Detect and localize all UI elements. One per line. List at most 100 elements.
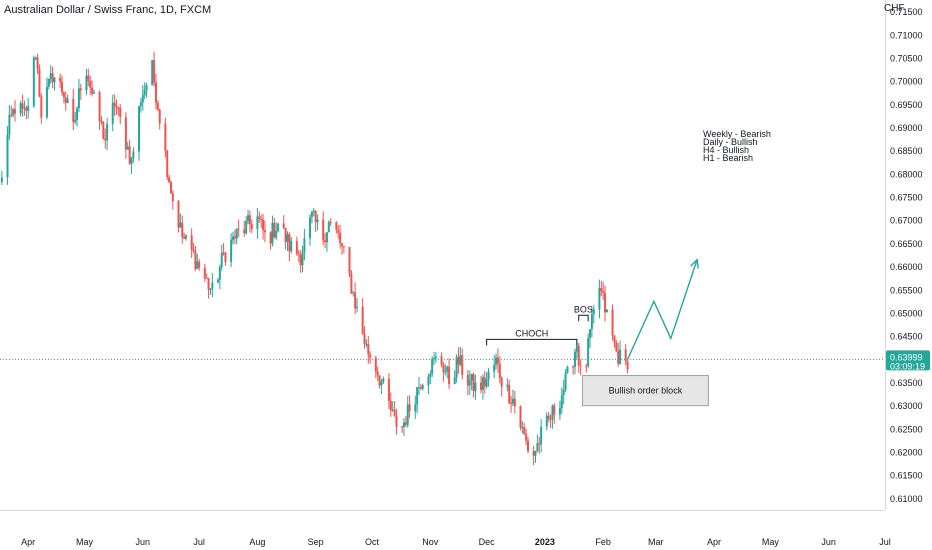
candle-body <box>89 80 92 88</box>
candle-body <box>617 351 620 364</box>
candle-body <box>322 219 325 241</box>
candle-body <box>21 103 24 109</box>
candle-body <box>19 103 22 114</box>
candle-body <box>104 138 107 141</box>
candle-body <box>391 409 394 411</box>
candle-body <box>414 404 417 412</box>
bias-weekly: Weekly - Bearish <box>703 129 771 139</box>
candle-body <box>549 418 552 420</box>
candle-body <box>387 378 390 402</box>
candle-body <box>169 182 172 194</box>
candle-body <box>66 98 69 103</box>
candle-body <box>233 236 236 239</box>
candle-body <box>551 405 554 420</box>
plot-area[interactable]: Bullish order block CHOCH BOS <box>0 51 885 466</box>
candle-body <box>299 254 302 266</box>
candle-body <box>604 293 607 313</box>
candle-body <box>442 364 445 373</box>
candle-body <box>106 123 109 141</box>
order-block-box[interactable] <box>581 375 709 407</box>
candle-body <box>615 342 618 352</box>
candle-body <box>605 309 608 313</box>
candle-body <box>573 351 576 367</box>
candle-body <box>128 146 131 164</box>
candle-body <box>32 57 35 107</box>
candle-body <box>538 443 541 445</box>
candle-body <box>222 252 225 254</box>
candle-body <box>277 223 280 231</box>
y-tick-label: 0.67000 <box>890 216 923 226</box>
candle-body <box>256 216 259 230</box>
candle-body <box>196 261 199 269</box>
candle-body <box>446 366 449 372</box>
candle-body <box>431 358 434 375</box>
x-tick-label: Mar <box>648 537 664 547</box>
candle-body <box>177 201 180 228</box>
candle-body <box>132 151 135 159</box>
candle-body <box>190 235 193 250</box>
candle-body <box>481 377 484 390</box>
y-tick-label: 0.66000 <box>890 262 923 272</box>
y-tick-label: 0.61500 <box>890 471 923 481</box>
candle-body <box>139 102 142 107</box>
candle-body <box>0 177 3 183</box>
bias-h4: H4 - Bullish <box>703 145 750 155</box>
candle-body <box>448 366 451 385</box>
candle-body <box>324 240 327 243</box>
candle-body <box>433 358 436 360</box>
x-tick-label: Sep <box>308 537 324 547</box>
candle-body <box>498 363 501 378</box>
x-tick-label: Apr <box>21 537 35 547</box>
candle-body <box>575 345 578 352</box>
candle-body <box>124 117 127 150</box>
bias-daily: Daily - Bullish <box>703 137 758 147</box>
candle-body <box>301 252 304 266</box>
y-tick-label: 0.71500 <box>890 7 923 17</box>
bos-label: BOS <box>574 304 593 314</box>
projection-path[interactable] <box>626 259 698 360</box>
candle-body <box>340 243 343 247</box>
candle-body <box>297 253 300 255</box>
candle-body <box>130 158 133 164</box>
candle-body <box>380 382 383 386</box>
candle-body <box>335 222 338 230</box>
choch-line[interactable] <box>486 338 578 346</box>
candle-body <box>45 86 48 118</box>
candle-body <box>85 75 88 91</box>
candle-body <box>98 92 101 122</box>
candle-body <box>393 409 396 416</box>
y-tick-label: 0.62500 <box>890 424 923 434</box>
candle-body <box>12 109 15 116</box>
candle-body <box>151 60 154 86</box>
candle-body <box>577 345 580 366</box>
candle-body <box>258 216 261 219</box>
candle-body <box>342 246 345 248</box>
candle-body <box>401 426 404 428</box>
x-tick-label: Jul <box>879 537 891 547</box>
candle-body <box>598 288 601 310</box>
candle-body <box>91 87 94 94</box>
candle-body <box>168 177 171 183</box>
candle-body <box>624 349 627 362</box>
candle-body <box>480 382 483 390</box>
candle-body <box>141 95 144 103</box>
candle-body <box>611 309 614 336</box>
candle-body <box>23 107 26 109</box>
y-tick-label: 0.69500 <box>890 100 923 110</box>
candle-body <box>352 292 355 294</box>
candle-body <box>153 60 156 83</box>
candle-body <box>453 377 456 385</box>
bos-line[interactable] <box>578 314 589 322</box>
candle-body <box>560 395 563 409</box>
x-tick-label: Oct <box>365 537 380 547</box>
candle-body <box>314 210 317 223</box>
choch-label: CHOCH <box>515 328 548 338</box>
candle-body <box>38 69 41 97</box>
candle-body <box>237 228 240 230</box>
candle-body <box>404 422 407 425</box>
candle-body <box>395 415 398 427</box>
candle-body <box>6 134 9 178</box>
candle-body <box>126 146 129 150</box>
candle-body <box>263 230 266 233</box>
